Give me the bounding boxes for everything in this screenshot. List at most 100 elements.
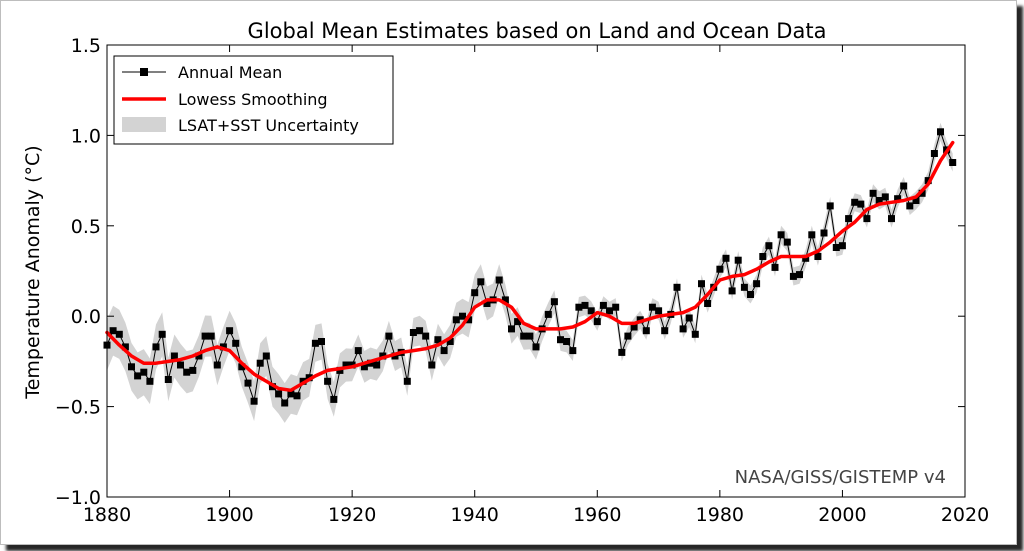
lowess-smoothing-line — [105, 140, 955, 393]
x-tick-label-1960: 1960 — [573, 504, 621, 526]
annual-mean-point-2015 — [930, 150, 938, 157]
annual-mean-point-1922 — [360, 363, 368, 371]
y-axis-ticks: −1.0 −0.5 0.0 0.5 1.0 1.5 — [55, 35, 965, 509]
annual-mean-point-1992 — [789, 272, 797, 280]
annual-mean-point-1978 — [704, 300, 712, 307]
annual-mean-point-1984 — [740, 283, 748, 291]
annual-mean-point-1910 — [287, 390, 295, 398]
annual-mean-point-1949 — [526, 332, 534, 340]
annual-mean-point-1889 — [158, 330, 166, 338]
annual-mean-point-1897 — [207, 332, 215, 340]
y-tick-label-3: 0.5 — [71, 216, 101, 238]
annual-mean-line — [106, 130, 954, 404]
annual-mean-point-1947 — [514, 318, 522, 326]
annual-mean-point-1956 — [569, 347, 577, 355]
annual-mean-point-1962 — [606, 307, 613, 315]
annual-mean-point-1888 — [152, 343, 160, 351]
annual-mean-point-1916 — [324, 377, 332, 385]
annual-mean-point-1909 — [281, 399, 289, 407]
annual-mean-point-1941 — [477, 278, 485, 286]
annual-mean-point-1933 — [428, 361, 436, 369]
annual-mean-point-1903 — [244, 379, 252, 387]
annual-mean-point-1963 — [612, 303, 620, 311]
annual-mean-point-1896 — [201, 332, 209, 340]
annual-mean-point-1989 — [771, 263, 779, 271]
annual-mean-point-1953 — [550, 298, 558, 306]
uncertainty-band — [107, 122, 953, 423]
annual-mean-point-1955 — [563, 338, 571, 345]
annual-mean-point-1971 — [661, 327, 669, 335]
annual-mean-point-1915 — [318, 338, 325, 345]
annual-mean-point-1995 — [808, 231, 816, 239]
annual-mean-point-1904 — [250, 397, 258, 405]
annual-mean-point-1935 — [440, 347, 448, 355]
legend-entry-uncertainty: LSAT+SST Uncertainty — [122, 116, 359, 135]
annual-mean-point-1966 — [630, 323, 638, 331]
annual-mean-point-1890 — [164, 376, 172, 383]
temperature-anomaly-chart: Global Mean Estimates based on Land and … — [22, 19, 989, 526]
annual-mean-point-1958 — [581, 301, 589, 309]
annual-mean-point-1932 — [422, 332, 430, 340]
source-annotation: NASA/GISS/GISTEMP v4 — [735, 467, 946, 488]
annual-mean-point-1914 — [311, 339, 319, 347]
annual-mean-point-1893 — [183, 368, 191, 376]
annual-mean-layer — [103, 128, 957, 407]
annual-mean-point-1969 — [648, 303, 656, 311]
annual-mean-point-2008 — [888, 215, 895, 223]
annual-mean-point-1936 — [446, 338, 454, 345]
annual-mean-point-1985 — [747, 291, 754, 298]
x-tick-label-1900: 1900 — [205, 504, 253, 526]
y-tick-label-4: 1.0 — [71, 125, 101, 147]
annual-mean-point-2013 — [918, 189, 926, 197]
annual-mean-point-1977 — [698, 280, 705, 288]
annual-mean-point-2000 — [838, 242, 846, 250]
annual-mean-point-2003 — [857, 200, 865, 208]
annual-mean-point-1975 — [685, 314, 693, 322]
annual-mean-point-1997 — [820, 229, 828, 237]
annual-mean-point-1976 — [691, 330, 699, 338]
plot-area-frame — [106, 44, 966, 498]
annual-mean-point-1891 — [170, 352, 178, 360]
legend-label-annual-mean: Annual Mean — [178, 63, 282, 82]
annual-mean-point-1930 — [409, 329, 417, 336]
annual-mean-point-2004 — [863, 215, 871, 223]
annual-mean-point-1952 — [544, 310, 552, 318]
annual-mean-point-1974 — [679, 325, 687, 333]
annual-mean-point-1919 — [342, 361, 350, 369]
annual-mean-point-1884 — [128, 363, 135, 371]
annual-mean-point-1968 — [642, 327, 650, 335]
annual-mean-point-2006 — [875, 197, 883, 204]
annual-mean-point-1970 — [655, 307, 663, 315]
annual-mean-point-2007 — [881, 193, 889, 201]
annual-mean-point-1994 — [802, 254, 810, 262]
annual-mean-point-1899 — [219, 343, 227, 351]
x-tick-label-1880: 1880 — [83, 504, 131, 526]
annual-mean-point-2010 — [900, 182, 908, 190]
annual-mean-point-1905 — [256, 359, 264, 367]
annual-mean-point-1894 — [189, 366, 197, 374]
annual-mean-point-1911 — [293, 392, 301, 400]
annual-mean-point-1934 — [434, 336, 442, 344]
annual-mean-point-1998 — [826, 202, 834, 210]
annual-mean-point-1946 — [508, 325, 515, 333]
annual-mean-point-1973 — [673, 283, 681, 291]
x-tick-label-1980: 1980 — [696, 504, 744, 526]
annual-mean-point-1950 — [532, 343, 540, 351]
legend-label-uncertainty: LSAT+SST Uncertainty — [178, 116, 359, 135]
annual-mean-point-1895 — [195, 352, 203, 360]
x-tick-label-1920: 1920 — [328, 504, 376, 526]
annual-mean-point-1921 — [354, 347, 362, 355]
annual-mean-point-2016 — [937, 128, 944, 136]
annual-mean-point-1961 — [599, 301, 607, 309]
annual-mean-point-1902 — [238, 363, 246, 371]
legend-entry-annual-mean: Annual Mean — [122, 63, 282, 82]
annual-mean-point-1892 — [177, 361, 184, 369]
annual-mean-point-1938 — [459, 312, 466, 320]
annual-mean-point-1991 — [783, 238, 791, 246]
annual-mean-point-2018 — [949, 159, 957, 166]
annual-mean-point-1957 — [575, 303, 583, 311]
lowess-smoothing-layer — [105, 140, 955, 393]
annual-mean-point-1940 — [471, 289, 479, 297]
y-tick-label-5: 1.5 — [71, 35, 101, 57]
